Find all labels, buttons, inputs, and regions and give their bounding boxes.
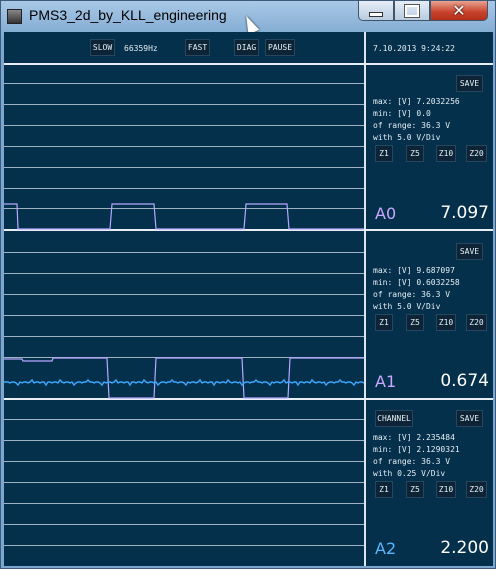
zoom-z5-a0[interactable]: Z5 — [406, 145, 424, 162]
grid-line — [4, 440, 364, 441]
trace-a1-purple — [4, 357, 364, 399]
grid-line — [4, 294, 364, 295]
grid-line — [4, 83, 364, 84]
save-button-a2[interactable]: SAVE — [456, 410, 483, 427]
grid-line — [4, 336, 364, 337]
range-readout-a0: of range: 36.3 V — [373, 121, 451, 130]
close-icon: ✕ — [452, 1, 466, 20]
zoom-z5-a1[interactable]: Z5 — [406, 314, 424, 331]
grid-line — [4, 188, 364, 189]
side-panel-divider — [364, 32, 366, 566]
grid-line — [4, 104, 364, 105]
scope-area — [4, 32, 365, 566]
min-readout-a1: min: [V] 0.6032258 — [373, 278, 460, 287]
channel-value-a1: 0.674 — [440, 371, 489, 391]
zoom-z20-a2[interactable]: Z20 — [466, 481, 487, 498]
grid-line — [4, 503, 364, 504]
max-readout-a2: max: [V] 2.235484 — [373, 433, 455, 442]
grid-line — [4, 482, 364, 483]
div-readout-a2: with 0.25 V/Div — [373, 469, 446, 478]
save-button-a0[interactable]: SAVE — [456, 75, 483, 92]
toolbar-divider — [4, 63, 493, 65]
grid-line — [4, 125, 364, 126]
zoom-z5-a2[interactable]: Z5 — [406, 481, 424, 498]
channel-name-a2: A2 — [375, 539, 397, 558]
grid-line — [4, 524, 364, 525]
save-button-a1[interactable]: SAVE — [456, 243, 483, 260]
range-readout-a2: of range: 36.3 V — [373, 457, 451, 466]
grid-line — [4, 545, 364, 546]
app-icon[interactable] — [7, 9, 22, 24]
div-readout-a1: with 5.0 V/Div — [373, 302, 441, 311]
zoom-z20-a0[interactable]: Z20 — [466, 145, 487, 162]
trace-a1-blue — [4, 378, 365, 387]
channel-name-a1: A1 — [375, 372, 397, 391]
trace-a0 — [4, 203, 364, 230]
channel-value-a2: 2.200 — [440, 538, 489, 558]
grid-line — [4, 146, 364, 147]
zoom-z20-a1[interactable]: Z20 — [466, 314, 487, 331]
channel-value-a0: 7.097 — [440, 203, 489, 223]
zoom-z10-a2[interactable]: Z10 — [436, 481, 456, 498]
max-readout-a1: max: [V] 9.687097 — [373, 266, 455, 275]
zoom-z1-a0[interactable]: Z1 — [375, 145, 393, 162]
grid-line — [4, 252, 364, 253]
grid-line — [4, 315, 364, 316]
minimize-button[interactable] — [358, 1, 394, 21]
div-readout-a0: with 5.0 V/Div — [373, 133, 441, 142]
oscilloscope-client: SLOW 66359Hz FAST DIAG PAUSE 7.10.2013 9… — [4, 32, 493, 566]
zoom-z10-a0[interactable]: Z10 — [436, 145, 456, 162]
grid-line — [4, 167, 364, 168]
grid-line — [4, 273, 364, 274]
grid-line — [4, 208, 364, 209]
maximize-button[interactable] — [394, 1, 430, 21]
range-readout-a1: of range: 36.3 V — [373, 290, 451, 299]
zoom-z10-a1[interactable]: Z10 — [436, 314, 456, 331]
pause-button[interactable]: PAUSE — [265, 39, 295, 56]
slow-button[interactable]: SLOW — [90, 39, 115, 56]
minimize-icon — [369, 12, 383, 17]
grid-line — [4, 461, 364, 462]
maximize-icon — [404, 3, 420, 18]
close-button[interactable]: ✕ — [430, 1, 488, 21]
min-readout-a2: min: [V] 2.1290321 — [373, 445, 460, 454]
grid-line — [4, 419, 364, 420]
min-readout-a0: min: [V] 0.0 — [373, 109, 431, 118]
plot-divider-2 — [4, 398, 493, 400]
plot-divider-1 — [4, 229, 493, 231]
channel-name-a0: A0 — [375, 204, 397, 223]
window-title: PMS3_2d_by_KLL_engineering — [29, 7, 227, 23]
fast-button[interactable]: FAST — [185, 39, 210, 56]
zoom-z1-a2[interactable]: Z1 — [375, 481, 393, 498]
channel-button-a2[interactable]: CHANNEL — [375, 410, 413, 427]
title-bar[interactable]: PMS3_2d_by_KLL_engineering ✕ — [1, 1, 495, 35]
zoom-z1-a1[interactable]: Z1 — [375, 314, 393, 331]
sample-frequency: 66359Hz — [124, 44, 158, 53]
diag-button[interactable]: DIAG — [234, 39, 259, 56]
datetime-display: 7.10.2013 9:24:22 — [373, 44, 455, 53]
max-readout-a0: max: [V] 7.2032256 — [373, 97, 460, 106]
